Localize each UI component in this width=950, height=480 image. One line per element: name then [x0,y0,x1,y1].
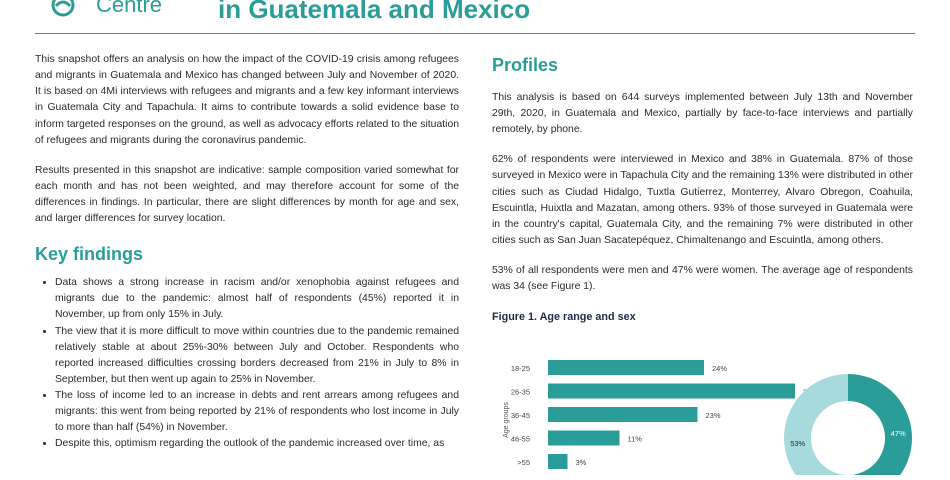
bar-category-label: 46-55 [511,434,530,443]
intro-paragraph-2: Results presented in this snapshot are i… [35,164,459,225]
bar-36-45 [548,407,698,422]
logo-text: Centre [96,0,163,17]
profiles-paragraph-1: This analysis is based on 644 surveys im… [492,91,913,136]
bar-value-label: 3% [576,458,587,467]
bar-category-label: 26-35 [511,387,530,396]
header: Centre in Guatemala and Mexico [0,0,950,36]
page-title: in Guatemala and Mexico [218,0,531,24]
left-column: This snapshot offers an analysis on how … [35,52,459,453]
bar-value-label: 23% [706,411,721,420]
profiles-paragraph-3: 53% of all respondents were men and 47% … [492,265,913,293]
finding-item: The loss of income led to an increase in… [55,388,459,436]
bar-18-25 [548,360,704,375]
key-findings-heading: Key findings [35,244,144,265]
bar-26-35 [548,383,795,399]
right-column: Profiles This analysis is based on 644 s… [492,52,913,326]
bar-46-55 [548,430,620,446]
figure-1-chart: Age groups18-2524%26-3538%36-4523%46-551… [492,348,913,480]
bar->55 [548,454,568,469]
bar-category-label: >55 [517,458,530,467]
bar-category-label: 18-25 [511,364,530,373]
profiles-paragraph-2: 62% of respondents were interviewed in M… [492,154,913,246]
bar-category-label: 36-45 [511,411,530,420]
finding-item: The view that it is more difficult to mo… [55,324,459,389]
figure-title: Figure 1. Age range and sex [492,311,636,324]
donut-slice-47pct [848,374,912,480]
donut-slice-label: 47% [891,429,906,438]
intro-paragraph-1: This snapshot offers an analysis on how … [35,54,459,146]
donut-slice-53pct [784,374,857,480]
age-sex-chart: Age groups18-2524%26-3538%36-4523%46-551… [503,360,912,480]
y-axis-label: Age groups [503,402,510,438]
finding-item: Data shows a strong increase in racism a… [55,275,459,323]
bar-value-label: 24% [712,364,727,373]
profiles-heading: Profiles [492,55,559,75]
logo: Centre [50,0,162,18]
findings-list: Data shows a strong increase in racism a… [35,275,459,452]
finding-item: Despite this, optimism regarding the out… [55,436,459,452]
bar-value-label: 11% [628,434,643,443]
donut-slice-label: 53% [790,439,805,448]
globe-logo-icon [51,0,75,17]
header-divider [35,33,915,34]
